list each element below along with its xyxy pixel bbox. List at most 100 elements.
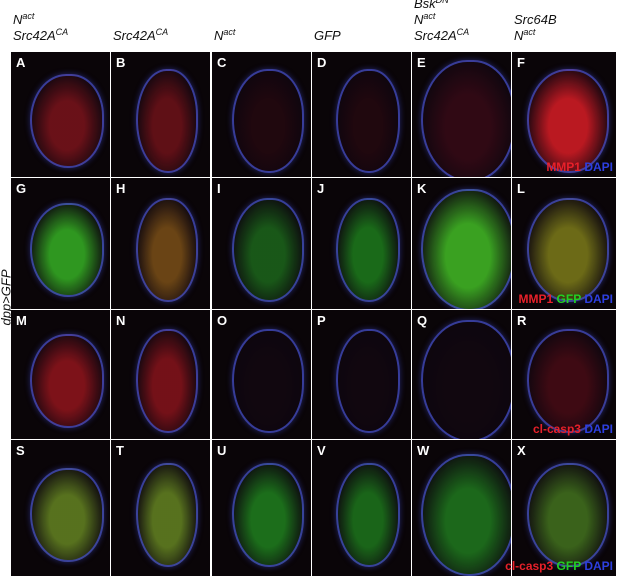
header-superscript: CA [155,27,169,37]
image-panel: O [212,310,312,440]
header-text: N [414,12,424,27]
stain-word: MMP1 [518,292,554,306]
tissue-disc [336,69,400,173]
header-superscript: CA [456,27,470,37]
header-line: GFP [314,28,341,44]
image-panel: C [212,52,312,178]
header-line: Nact [414,12,469,28]
header-line: Nact [13,12,68,28]
header-superscript: act [22,11,35,21]
tissue-disc [232,462,304,567]
column-header: Nact Src42ACA [13,12,68,44]
panel-letter: N [116,313,126,328]
panel-letter: H [116,181,126,196]
tissue-disc [527,329,609,433]
panel-letter: O [217,313,228,328]
header-text: Src42A [113,28,156,43]
image-panel: P [312,310,412,440]
header-line: Src42ACA [13,28,68,44]
image-panel: R [512,310,617,440]
stain-word: cl-casp3 [505,559,554,573]
tissue-disc [30,334,104,428]
column-header: GFP [314,28,341,44]
image-panel: J [312,178,412,310]
image-panel: W [412,440,512,577]
panel-letter: U [217,443,227,458]
image-panel: I [212,178,312,310]
image-panel: V [312,440,412,577]
tissue-disc [336,329,400,433]
panel-letter: Q [417,313,428,328]
header-line: BskDN [414,0,469,12]
header-text: Bsk [414,0,436,11]
header-text: N [514,28,524,43]
stain-word: GFP [556,559,581,573]
tissue-disc [336,198,400,302]
header-text: N [214,28,224,43]
header-text: N [13,12,23,27]
image-panel: M [11,310,111,440]
tissue-disc [232,329,304,433]
panel-letter: W [417,443,430,458]
header-text: GFP [314,28,341,43]
stain-word: DAPI [584,422,613,436]
header-superscript: DN [435,0,449,5]
image-panel: Q [412,310,512,440]
stain-label: MMP1 GFP DAPI [519,292,613,306]
tissue-disc [421,60,511,177]
tissue-disc [421,320,511,439]
image-panel: T [111,440,211,577]
column-header: Src64B Nact [514,12,557,44]
stain-word: GFP [556,292,581,306]
column-header: Nact [214,28,235,44]
header-line: Nact [214,28,235,44]
image-panel: F [512,52,617,178]
column-header: BskDN Nact Src42ACA [414,0,469,44]
header-superscript: act [423,11,436,21]
panel-letter: R [517,313,527,328]
stain-word: cl-casp3 [532,422,581,436]
tissue-disc [421,189,511,309]
header-superscript: act [523,27,536,37]
stain-label: MMP1 DAPI [546,160,613,174]
header-text: Src42A [13,28,56,43]
tissue-disc [527,462,609,567]
panel-letter: I [217,181,221,196]
stain-word: MMP1 [546,160,581,174]
tissue-disc [136,329,198,433]
image-panel: E [412,52,512,178]
header-line: Src42ACA [113,28,168,44]
tissue-disc [136,69,198,173]
image-panel: K [412,178,512,310]
tissue-disc [136,462,198,567]
image-panel: S [11,440,111,577]
panel-letter: D [317,55,327,70]
image-panel: L [512,178,617,310]
tissue-disc [527,69,609,173]
panel-letter: L [517,181,525,196]
image-panel: U [212,440,312,577]
image-panel: G [11,178,111,310]
tissue-disc [136,198,198,302]
tissue-disc [421,453,511,576]
stain-label: cl-casp3 DAPI [533,422,613,436]
image-panel: N [111,310,211,440]
panel-letter: G [16,181,27,196]
column-header: Src42ACA [113,28,168,44]
header-superscript: CA [55,27,69,37]
panel-letter: V [317,443,326,458]
header-text: Src64B [514,12,557,27]
panel-letter: K [417,181,427,196]
tissue-disc [232,69,304,173]
stain-label: cl-casp3 GFP DAPI [505,559,613,573]
image-panel: B [111,52,211,178]
panel-letter: S [16,443,25,458]
tissue-disc [30,203,104,297]
panel-letter: M [16,313,27,328]
tissue-disc [336,462,400,567]
header-line: Src42ACA [414,28,469,44]
panel-letter: A [16,55,26,70]
stain-word: DAPI [584,160,613,174]
panel-letter: C [217,55,227,70]
